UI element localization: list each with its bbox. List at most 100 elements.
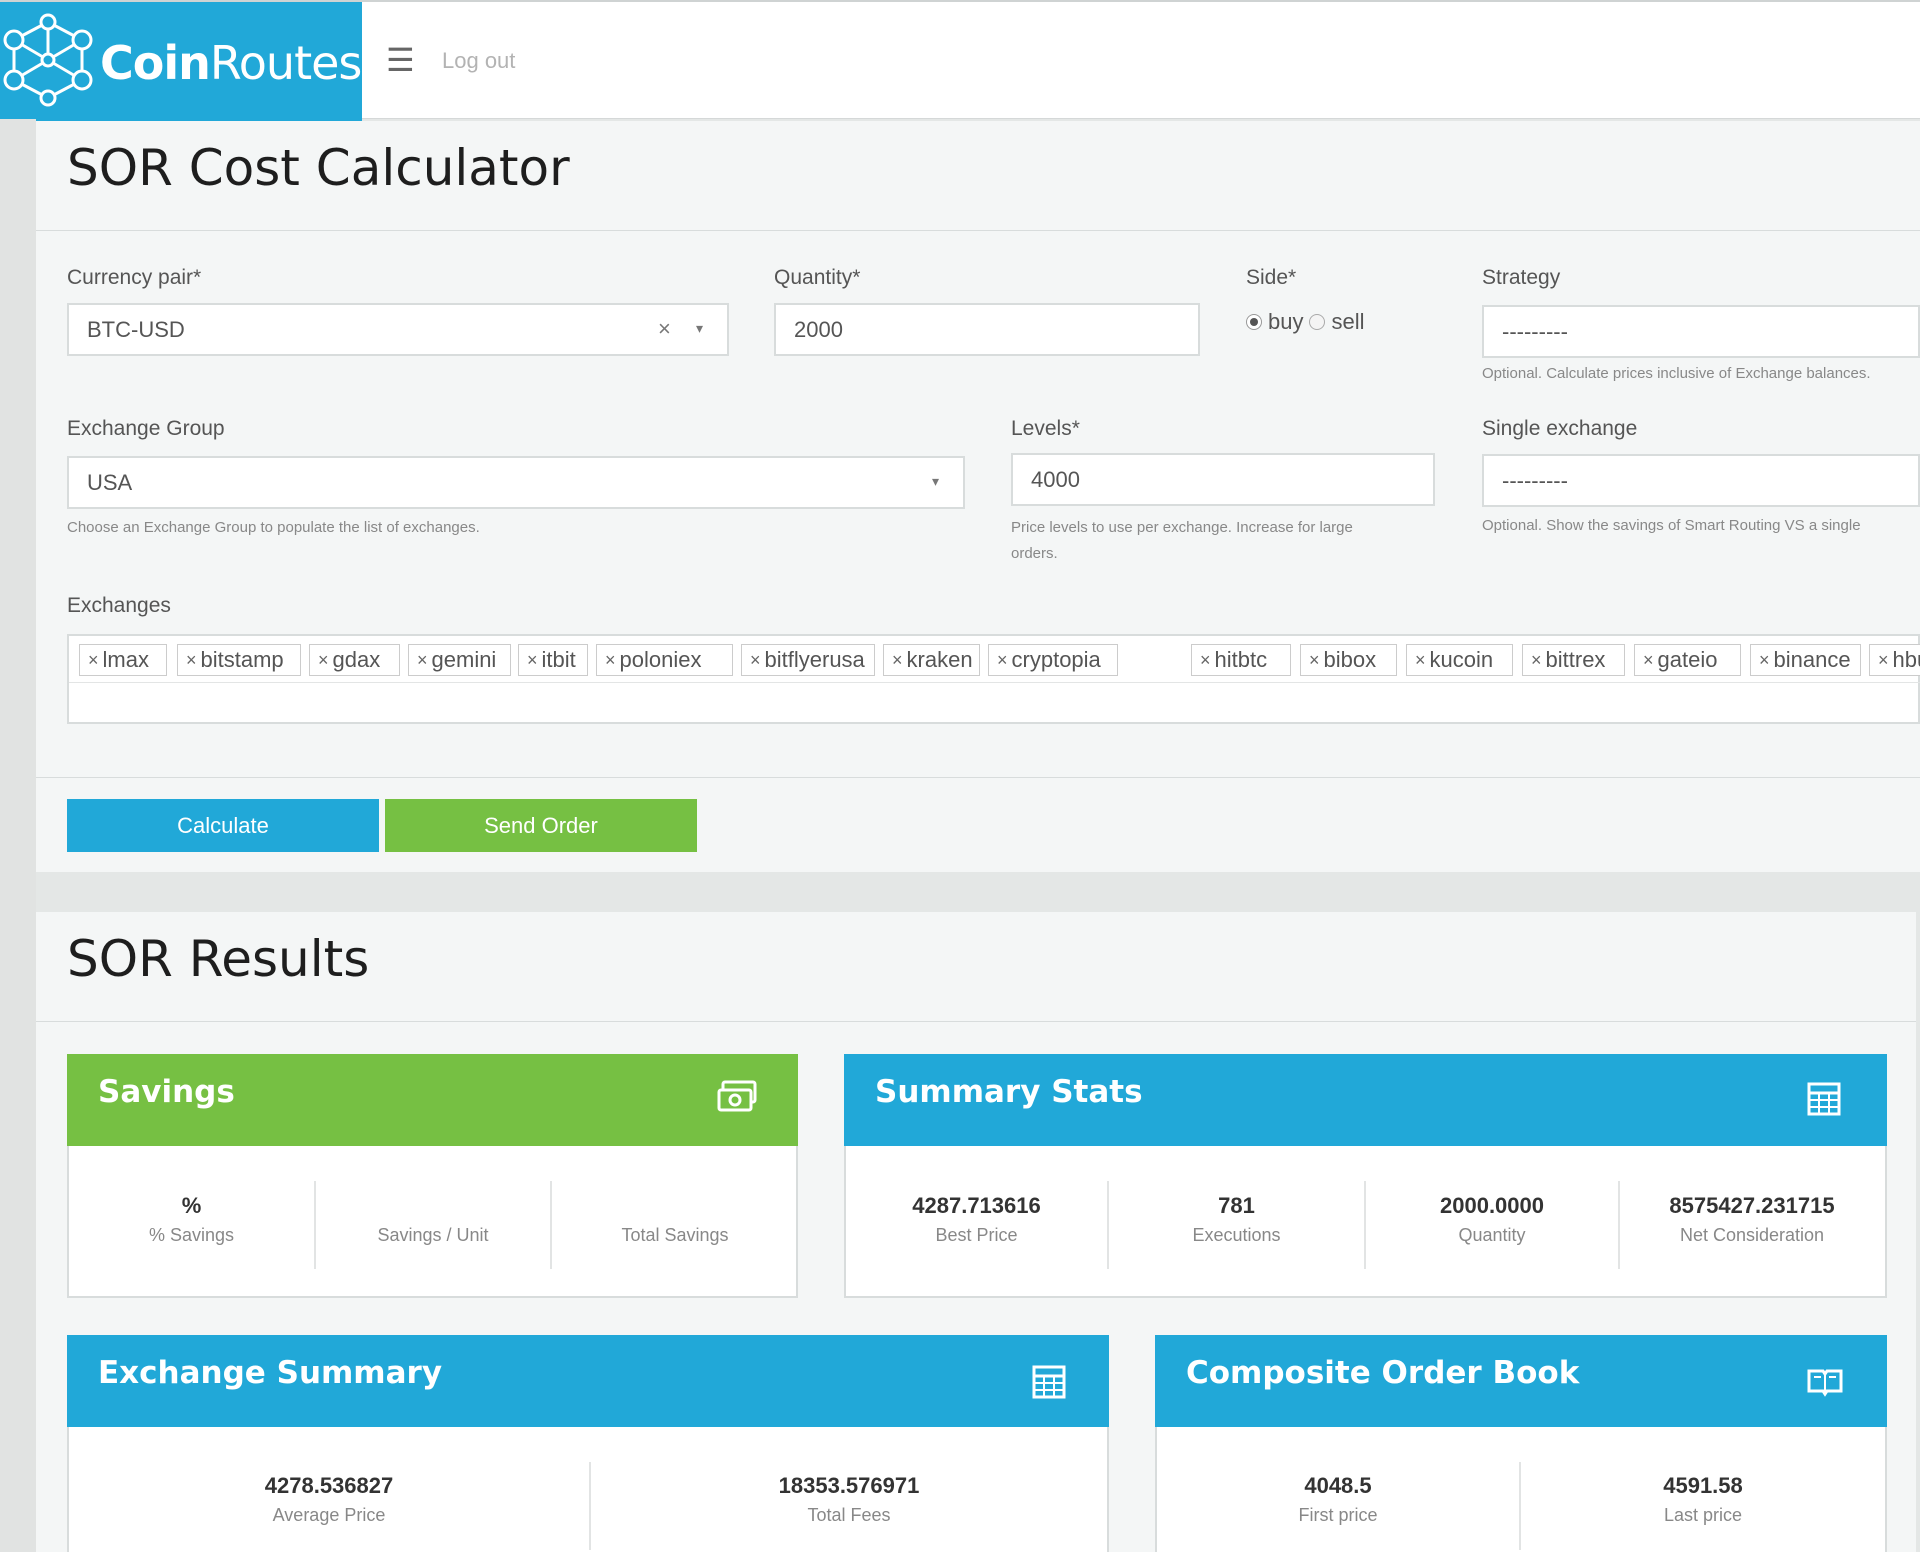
remove-chip-icon[interactable]: ×	[1759, 649, 1770, 670]
exchange-chip-label: cryptopia	[1011, 647, 1101, 672]
exchange-group-value: USA	[87, 469, 133, 495]
remove-chip-icon[interactable]: ×	[605, 649, 616, 670]
exchange-chip-label: bittrex	[1545, 647, 1606, 672]
exchange-chip-label: hitbtc	[1214, 647, 1268, 672]
remove-chip-icon[interactable]: ×	[1415, 649, 1426, 670]
exchange-chip[interactable]: × gemini	[408, 644, 511, 676]
side-label: Side*	[1246, 266, 1297, 289]
executions-stat: 781 Executions	[1192, 1193, 1281, 1245]
table-icon	[1807, 1082, 1841, 1116]
exchange-chip[interactable]: × bitstamp	[177, 644, 301, 676]
quantity-input[interactable]: 2000	[774, 303, 1200, 356]
exchange-chip-label: gemini	[431, 647, 497, 672]
remove-chip-icon[interactable]: ×	[997, 649, 1008, 670]
exchange-chip[interactable]: × binance	[1750, 644, 1861, 676]
exchange-chip-label: bitstamp	[200, 647, 284, 672]
exchange-chip-label: lmax	[102, 647, 149, 672]
book-icon	[1807, 1369, 1843, 1397]
total-savings-stat: Total Savings	[621, 1225, 729, 1245]
remove-chip-icon[interactable]: ×	[1309, 649, 1320, 670]
exchange-chip-label: gateio	[1657, 647, 1718, 672]
remove-chip-icon[interactable]: ×	[1878, 649, 1889, 670]
best-price-stat: 4287.713616 Best Price	[912, 1193, 1041, 1245]
results-title: SOR Results	[67, 930, 370, 988]
exchange-chip[interactable]: × bittrex	[1522, 644, 1625, 676]
exchange-group-select[interactable]: USA	[67, 456, 965, 509]
strategy-help: Optional. Calculate prices inclusive of …	[1482, 365, 1871, 382]
pct-savings-stat: % % Savings	[148, 1193, 235, 1245]
exchange-chip[interactable]: × bibox	[1300, 644, 1397, 676]
strategy-select[interactable]: ---------	[1482, 305, 1920, 358]
levels-label: Levels*	[1011, 417, 1080, 440]
exchange-summary-card: Exchange Summary 4278.536827 Average Pri…	[67, 1335, 1109, 1552]
exchanges-label: Exchanges	[67, 594, 171, 617]
buy-radio[interactable]	[1246, 314, 1262, 330]
total-fees-stat: 18353.576971 Total Fees	[778, 1473, 920, 1525]
sell-radio[interactable]	[1309, 314, 1326, 330]
exchange-chip[interactable]: × itbit	[518, 644, 588, 676]
exchange-chip-label: kraken	[906, 647, 973, 672]
savings-title: Savings	[98, 1074, 235, 1110]
exchange-chip[interactable]: × gateio	[1634, 644, 1741, 676]
exchanges-multiselect[interactable]: × lmax × bitstamp × gdax × gemini × itbit × polonie…	[67, 634, 1920, 724]
quantity-stat: 2000.0000 Quantity	[1440, 1193, 1544, 1245]
exchange-chip[interactable]: × poloniex	[596, 644, 733, 676]
exchange-chip[interactable]: × kraken	[883, 644, 980, 676]
table-icon	[1032, 1365, 1066, 1399]
exchange-chip[interactable]: × cryptopia	[988, 644, 1118, 676]
exchange-chip-label: itbit	[541, 647, 576, 672]
summary-stats-card: Summary Stats 4287.713616 Best Price 781…	[844, 1054, 1887, 1298]
exchange-chip[interactable]: × gdax	[309, 644, 400, 676]
remove-chip-icon[interactable]: ×	[750, 649, 761, 670]
exchange-chip-label: bitflyerusa	[764, 647, 865, 672]
summary-stats-title: Summary Stats	[875, 1074, 1143, 1110]
remove-chip-icon[interactable]: ×	[1200, 649, 1211, 670]
currency-pair-select[interactable]: BTC-USD	[67, 303, 729, 356]
net-consideration-stat: 8575427.231715 Net Consideration	[1669, 1193, 1835, 1245]
exchange-chip[interactable]: ×hbus	[1869, 644, 1920, 676]
levels-input[interactable]: 4000	[1011, 453, 1435, 506]
left-sidebar-strip	[0, 119, 36, 1552]
composite-order-book-card: Composite Order Book 4048.5 First price …	[1155, 1335, 1887, 1552]
remove-chip-icon[interactable]: ×	[527, 649, 538, 670]
exchange-chip-label: bibox	[1323, 647, 1377, 672]
chevron-down-icon[interactable]: ▾	[932, 473, 940, 489]
logout-link[interactable]: Log out	[442, 48, 516, 73]
single-exchange-help: Optional. Show the savings of Smart Rout…	[1482, 517, 1861, 534]
remove-chip-icon[interactable]: ×	[892, 649, 903, 670]
side-radio-group: buy sell	[1246, 309, 1365, 335]
calculator-panel: SOR Cost Calculator Currency pair* BTC-U…	[36, 121, 1920, 872]
clear-icon[interactable]: ×	[658, 316, 671, 341]
send-order-button[interactable]: Send Order	[385, 799, 697, 852]
remove-chip-icon[interactable]: ×	[318, 649, 329, 670]
remove-chip-icon[interactable]: ×	[186, 649, 197, 670]
exchange-chip[interactable]: × bitflyerusa	[741, 644, 875, 676]
remove-chip-icon[interactable]: ×	[1531, 649, 1542, 670]
savings-per-unit-stat: Savings / Unit	[377, 1225, 489, 1245]
remove-chip-icon[interactable]: ×	[417, 649, 428, 670]
currency-pair-value: BTC-USD	[87, 316, 185, 342]
exchange-chip-label: kucoin	[1429, 647, 1494, 672]
exchange-chip-label: poloniex	[619, 647, 702, 672]
logo-network-icon	[3, 13, 93, 107]
calculate-button[interactable]: Calculate	[67, 799, 379, 852]
brand-logo[interactable]: CoinRoutes	[0, 2, 362, 121]
exchange-chip[interactable]: × hitbtc	[1191, 644, 1291, 676]
remove-chip-icon[interactable]: ×	[88, 649, 99, 670]
exchange-chip[interactable]: × lmax	[79, 644, 167, 676]
strategy-label: Strategy	[1482, 266, 1561, 289]
composite-order-book-title: Composite Order Book	[1186, 1355, 1580, 1391]
exchange-group-label: Exchange Group	[67, 417, 225, 440]
exchange-chip[interactable]: × kucoin	[1406, 644, 1513, 676]
chevron-down-icon[interactable]: ▾	[696, 320, 704, 336]
menu-icon[interactable]: ☰	[386, 41, 415, 79]
brand-name: CoinRoutes	[100, 36, 362, 90]
exchange-chip-label: binance	[1773, 647, 1851, 672]
levels-help: Price levels to use per exchange. Increa…	[1011, 519, 1353, 562]
single-exchange-select[interactable]: ---------	[1482, 454, 1920, 507]
single-exchange-value: ---------	[1502, 467, 1568, 493]
exchanges-chip-divider	[69, 682, 1920, 683]
average-price-stat: 4278.536827 Average Price	[264, 1473, 394, 1525]
remove-chip-icon[interactable]: ×	[1643, 649, 1654, 670]
exchange-chip-label: gdax	[332, 647, 381, 672]
